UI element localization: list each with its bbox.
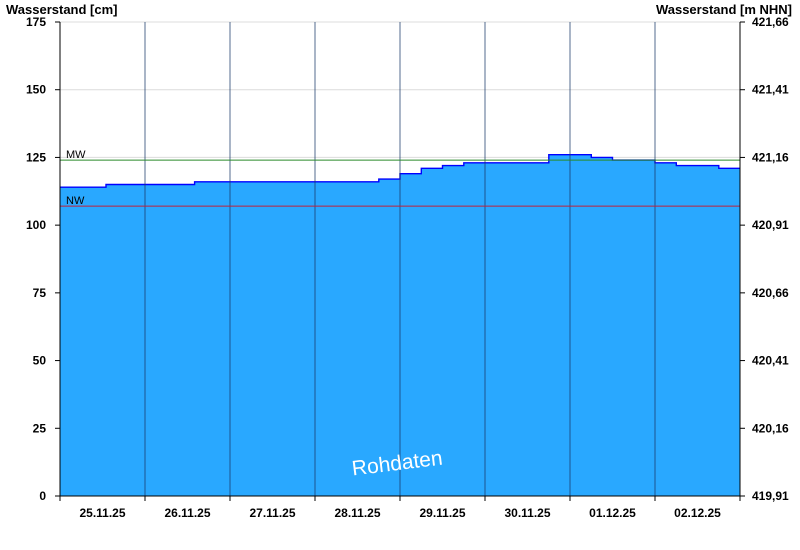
y-right-tick-label: 421,66 bbox=[752, 15, 789, 29]
x-tick-label: 26.11.25 bbox=[164, 506, 210, 520]
y-left-tick-label: 25 bbox=[33, 421, 47, 435]
y-left-tick-label: 175 bbox=[26, 15, 46, 29]
y-left-tick-label: 0 bbox=[39, 489, 46, 503]
x-ticks: 25.11.25 26.11.25 27.11.25 28.11.25 29.11.25… bbox=[59, 496, 741, 520]
y-left-tick-label: 150 bbox=[26, 83, 46, 97]
x-tick-label: 30.11.25 bbox=[504, 506, 550, 520]
y-right-axis-title: Wasserstand [m NHN] bbox=[656, 2, 792, 17]
y-right-tick-label: 420,16 bbox=[752, 421, 789, 435]
x-tick-label: 28.11.25 bbox=[334, 506, 380, 520]
y-left-axis-title: Wasserstand [cm] bbox=[6, 2, 118, 17]
y-right-tick-label: 421,41 bbox=[752, 83, 789, 97]
x-tick-label: 01.12.25 bbox=[589, 506, 636, 520]
y-left-tick-label: 75 bbox=[33, 286, 47, 300]
y-left-ticks: 0 25 50 75 100 125 150 175 bbox=[26, 15, 60, 503]
ref-label-mw: MW bbox=[66, 149, 86, 161]
y-right-tick-label: 420,66 bbox=[752, 286, 789, 300]
day-gridlines bbox=[144, 22, 656, 496]
ref-label-nw: NW bbox=[66, 195, 85, 207]
y-left-tick-label: 125 bbox=[26, 150, 46, 164]
y-right-tick-label: 420,41 bbox=[752, 354, 789, 368]
reference-lines: MW NW bbox=[60, 149, 740, 207]
x-tick-label: 27.11.25 bbox=[249, 506, 295, 520]
x-tick-label: 02.12.25 bbox=[674, 506, 721, 520]
y-right-tick-label: 419,91 bbox=[752, 489, 789, 503]
x-tick-label: 29.11.25 bbox=[419, 506, 465, 520]
y-left-tick-label: 100 bbox=[26, 218, 46, 232]
y-left-tick-label: 50 bbox=[33, 354, 47, 368]
y-right-ticks: 419,91 420,16 420,41 420,66 420,91 421,16 421,… bbox=[740, 15, 789, 503]
x-tick-label: 25.11.25 bbox=[79, 506, 125, 520]
y-right-tick-label: 420,91 bbox=[752, 218, 789, 232]
y-right-tick-label: 421,16 bbox=[752, 150, 789, 164]
